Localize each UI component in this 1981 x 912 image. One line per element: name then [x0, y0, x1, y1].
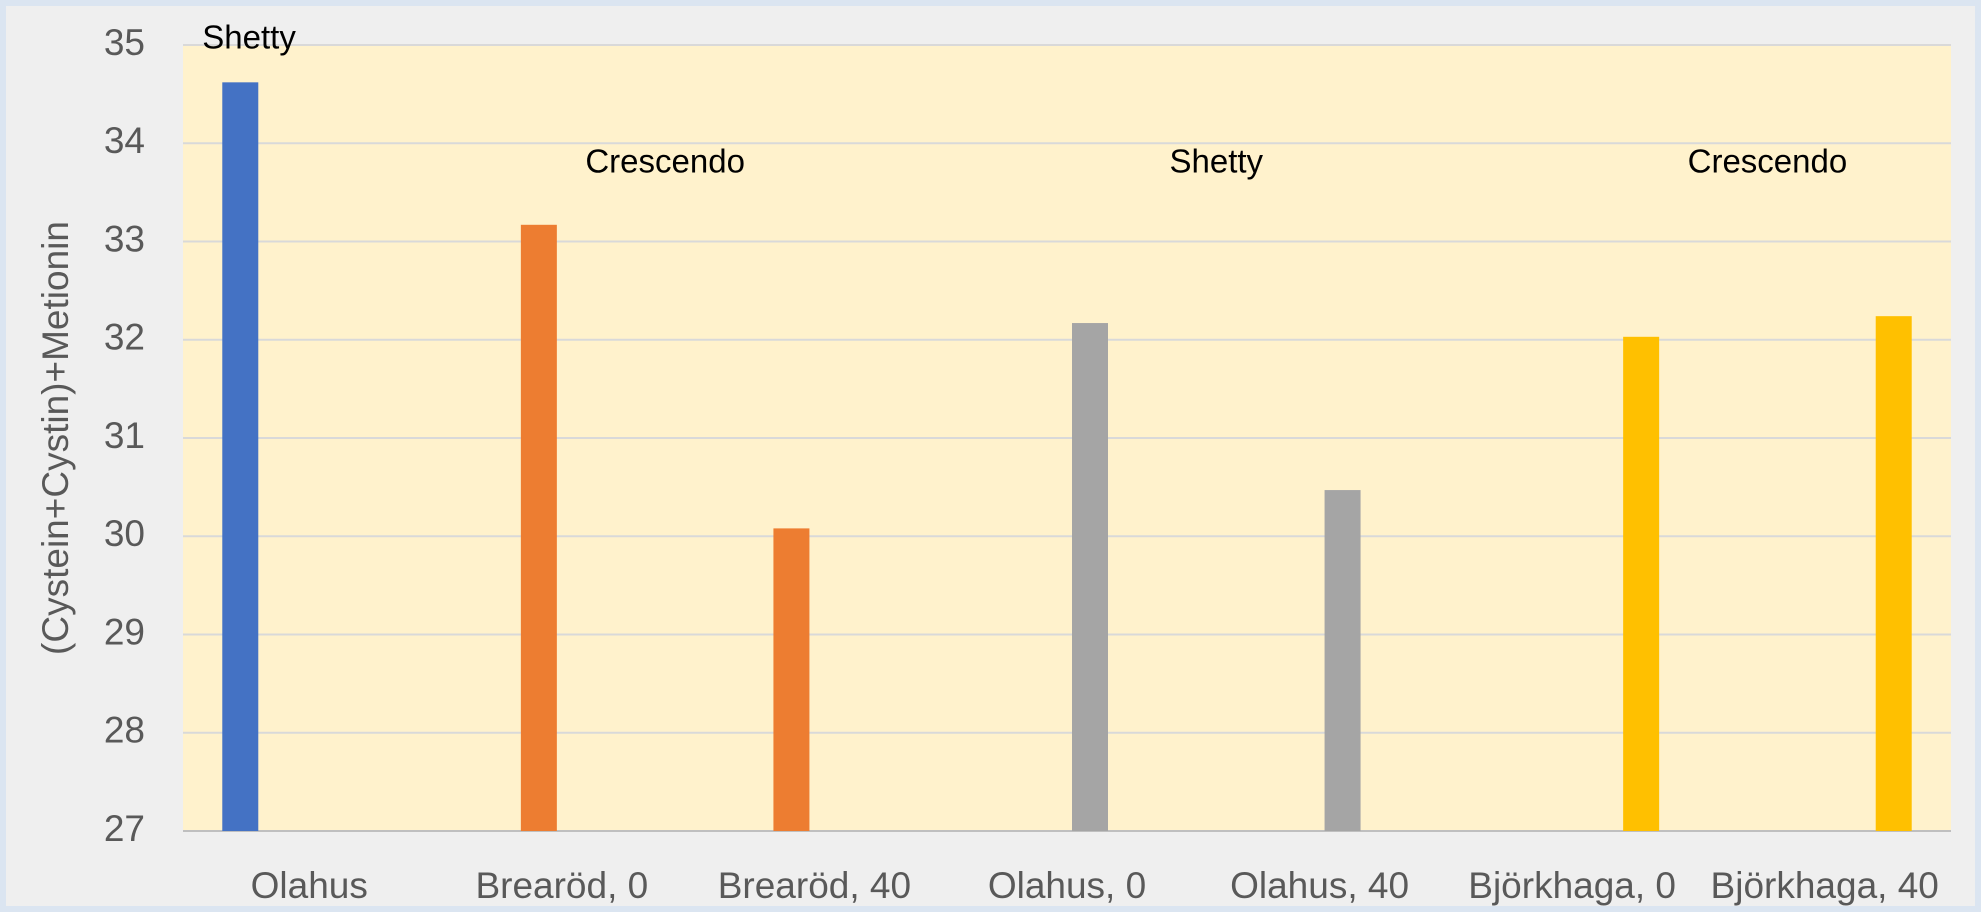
bar — [1072, 323, 1108, 831]
bar — [222, 82, 259, 831]
x-tick-label: Olahus, 0 — [988, 865, 1146, 906]
x-tick-label: Björkhaga, 40 — [1711, 865, 1939, 906]
x-tick-label: Björkhaga, 0 — [1468, 865, 1676, 906]
y-axis-title: (Cystein+Cystin)+Metionin — [35, 221, 76, 655]
y-tick-label: 33 — [104, 218, 145, 259]
y-tick-label: 31 — [104, 415, 145, 456]
y-tick-label: 35 — [104, 22, 145, 63]
bar — [1623, 336, 1660, 831]
y-tick-label: 28 — [104, 710, 145, 751]
y-tick-label: 27 — [104, 808, 145, 849]
y-tick-label: 29 — [104, 611, 145, 652]
y-tick-label: 30 — [104, 513, 145, 554]
bar — [1324, 490, 1361, 831]
series-label: Crescendo — [1688, 143, 1848, 180]
x-tick-label: Olahus, 40 — [1230, 865, 1409, 906]
bar — [773, 528, 810, 831]
series-label: Shetty — [1170, 143, 1264, 180]
y-tick-label: 34 — [104, 120, 145, 161]
x-tick-label: Brearöd, 0 — [475, 865, 648, 906]
x-tick-label: Olahus — [251, 865, 368, 906]
bar — [1875, 316, 1912, 831]
x-tick-label: Brearöd, 40 — [718, 865, 911, 906]
y-tick-label: 32 — [104, 317, 145, 358]
bar — [520, 224, 557, 832]
series-label: Crescendo — [585, 143, 745, 180]
series-label: Shetty — [202, 19, 296, 56]
